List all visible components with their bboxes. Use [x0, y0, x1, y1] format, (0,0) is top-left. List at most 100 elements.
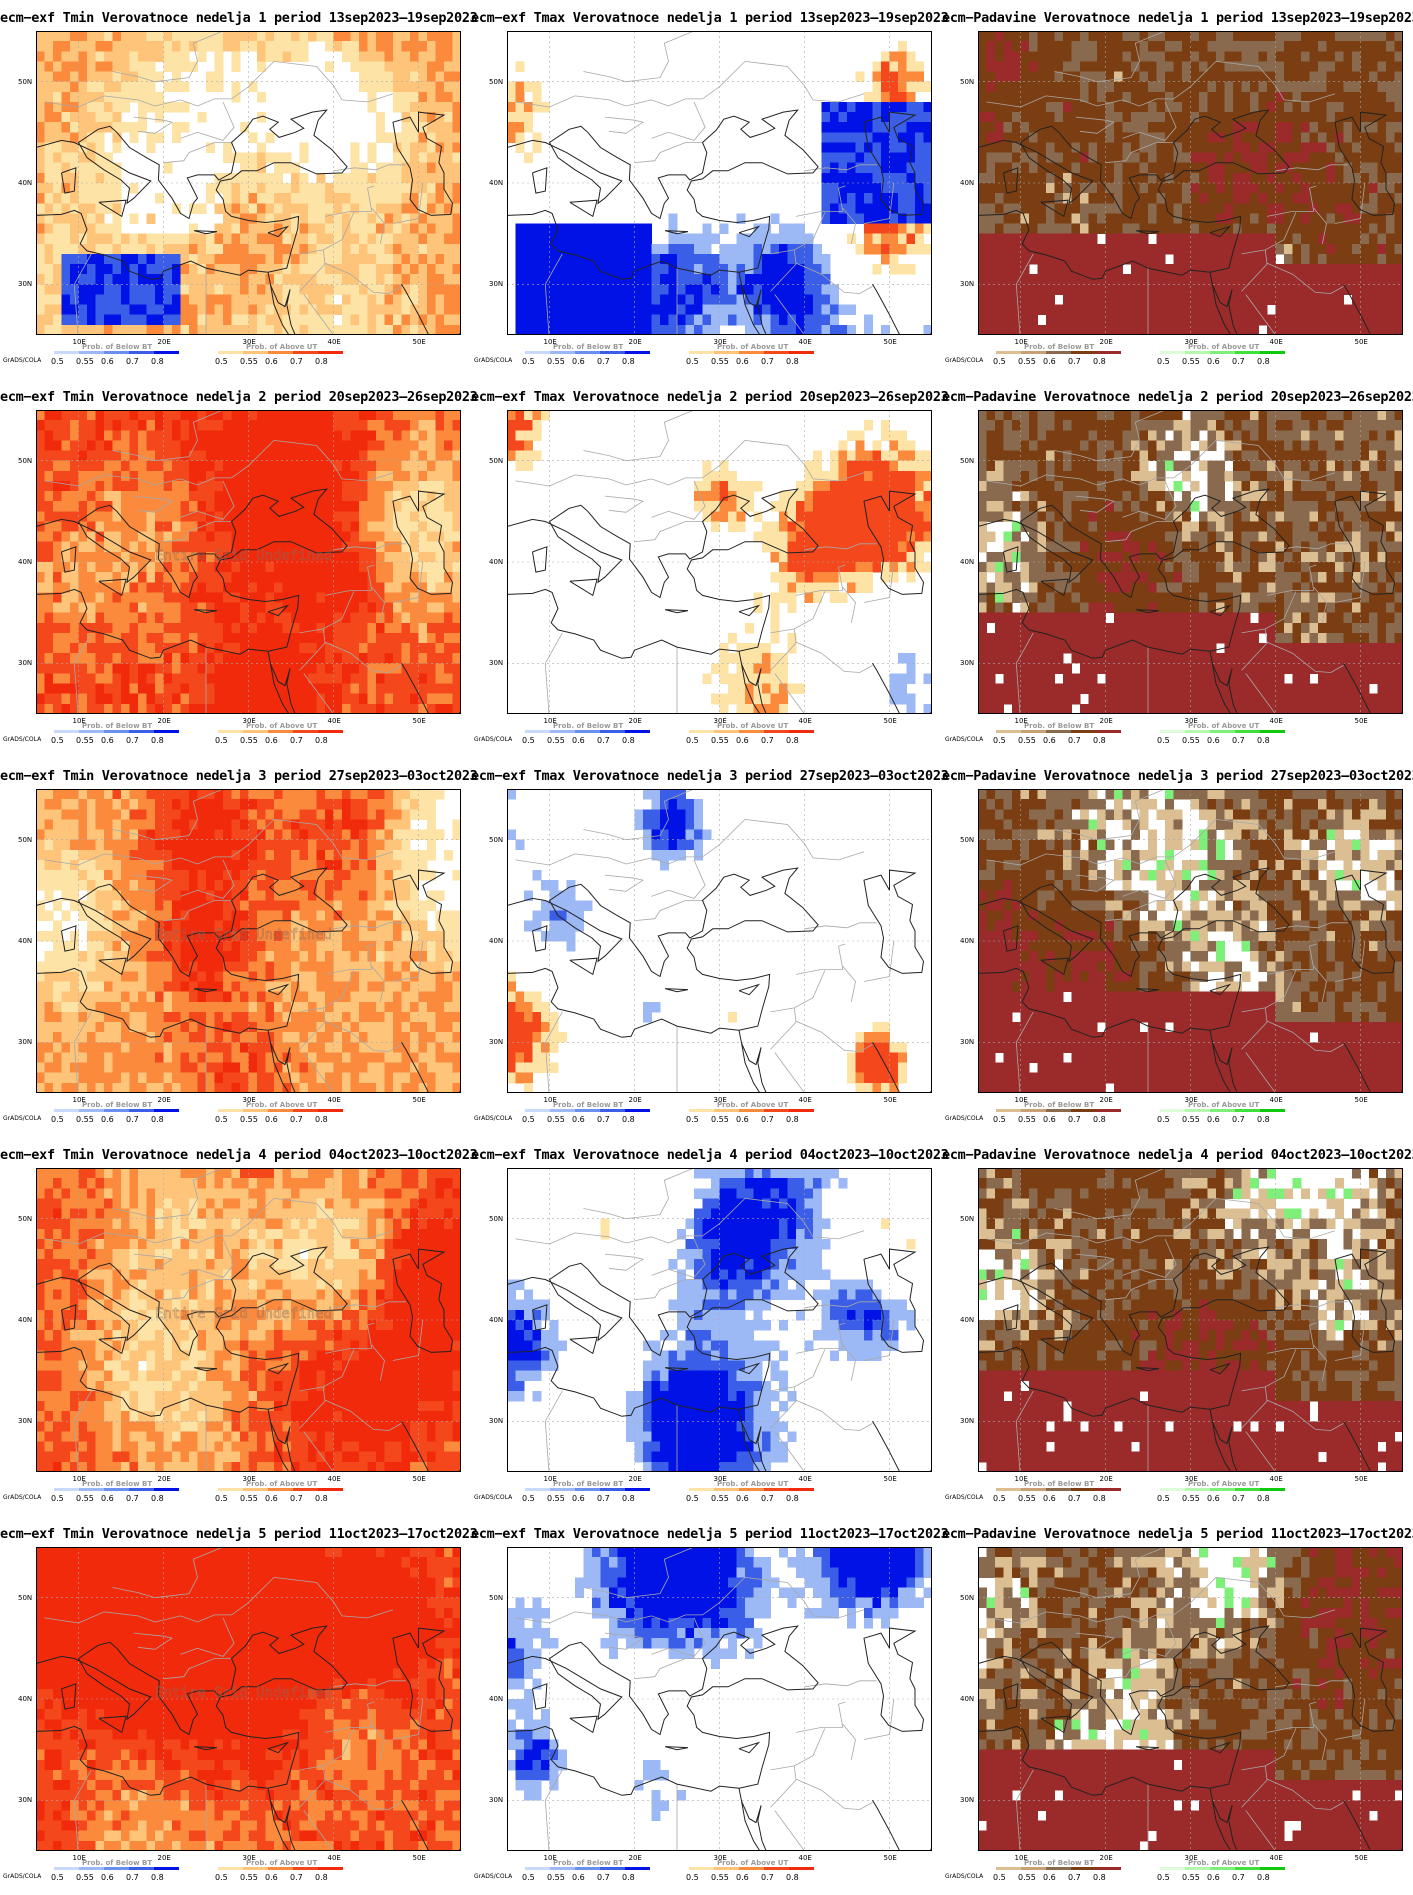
legend-above: Prob. of Above UT 0.5 0.55 0.6 0.7 0.8	[686, 1101, 819, 1124]
legend-tick: 0.8	[315, 736, 328, 745]
lat-label: 50N	[960, 1214, 975, 1223]
legend-swatch	[575, 351, 600, 354]
lon-label: 50E	[883, 1475, 897, 1483]
lat-label: 40N	[18, 179, 33, 187]
legend-below: Prob. of Below BT 0.5 0.55 0.6 0.7 0.8	[522, 1480, 655, 1503]
graticule	[507, 410, 932, 714]
legend-below: Prob. of Below BT 0.5 0.55 0.6 0.7 0.8	[993, 1859, 1126, 1882]
map-panel-tmin-week-5: ecm−exf Tmin Verovatnoce nedelja 5 perio…	[0, 1516, 478, 1895]
legend-title: Prob. of Below BT	[1024, 1480, 1095, 1488]
panel-title: ecm−exf Tmin Verovatnoce nedelja 5 perio…	[0, 1526, 478, 1542]
lat-label: 40N	[18, 1316, 33, 1324]
map-panel-tmin-week-1: ecm−exf Tmin Verovatnoce nedelja 1 perio…	[0, 0, 478, 379]
legend-tick: 0.6	[101, 1115, 114, 1124]
legend-tick: 0.8	[151, 736, 164, 745]
map-panel-prec-week-1: ecm−Padavine Verovatnoce nedelja 1 perio…	[942, 0, 1413, 379]
legend-swatch	[1185, 1109, 1210, 1112]
lat-label: 50N	[18, 835, 33, 844]
legend-swatch	[689, 730, 714, 733]
lon-label: 50E	[1354, 338, 1368, 346]
country-borders	[986, 410, 1366, 714]
grads-credit: GrADS/COLA	[3, 736, 42, 743]
legend-tick: 0.6	[265, 357, 278, 366]
lat-label: 50N	[489, 835, 504, 844]
lat-label: 40N	[18, 937, 33, 945]
legend-tick: 0.7	[597, 736, 610, 745]
legend-below: Prob. of Below BT 0.5 0.55 0.6 0.7 0.8	[993, 1101, 1126, 1124]
legend-tick: 0.8	[151, 1115, 164, 1124]
lon-label: 30E	[1184, 717, 1198, 725]
legend-swatch	[79, 1867, 104, 1870]
lat-label: 30N	[18, 280, 33, 289]
lat-label: 50N	[960, 835, 975, 844]
legend-tick: 0.5	[522, 1873, 535, 1882]
legend-tick: 0.5	[215, 736, 228, 745]
legend-tick: 0.8	[622, 736, 635, 745]
lat-label: 50N	[960, 77, 975, 86]
legend-tick: 0.6	[101, 736, 114, 745]
legend-tick: 0.5	[51, 736, 64, 745]
lon-label: 40E	[327, 338, 341, 346]
legend-swatch	[600, 730, 625, 733]
lon-label: 50E	[883, 717, 897, 725]
legend-tick: 0.6	[572, 736, 585, 745]
legend-tick: 0.5	[993, 1873, 1006, 1882]
legend-tick: 0.8	[1093, 736, 1106, 745]
graticule	[36, 1547, 461, 1851]
legend-below: Prob. of Below BT 0.5 0.55 0.6 0.7 0.8	[51, 722, 184, 745]
legend-swatch	[1071, 351, 1096, 354]
legend-tick: 0.6	[265, 1873, 278, 1882]
legend-tick: 0.5	[522, 1115, 535, 1124]
legend-title: Prob. of Below BT	[82, 1480, 153, 1488]
lat-label: 30N	[489, 1796, 504, 1805]
legend-swatch	[714, 730, 739, 733]
legend-below: Prob. of Below BT 0.5 0.55 0.6 0.7 0.8	[993, 1480, 1126, 1503]
map-area	[507, 31, 932, 335]
lat-label: 50N	[489, 77, 504, 86]
lon-label: 30E	[1184, 1475, 1198, 1483]
legend-tick: 0.7	[1068, 1873, 1081, 1882]
graticule	[978, 1547, 1403, 1851]
lat-label: 50N	[489, 1593, 504, 1602]
legend-tick: 0.55	[240, 1115, 258, 1124]
legend-swatch	[625, 351, 650, 354]
probability-map	[978, 789, 1403, 1093]
legend-tick: 0.5	[993, 1115, 1006, 1124]
legend-swatch	[1096, 351, 1121, 354]
legend-tick: 0.7	[290, 1873, 303, 1882]
legend-tick: 0.6	[1043, 1873, 1056, 1882]
map-area	[507, 789, 932, 1093]
legend-swatch	[1071, 1488, 1096, 1491]
map-area	[36, 31, 461, 335]
legend-tick: 0.7	[1068, 1494, 1081, 1503]
map-area	[978, 789, 1403, 1093]
map-panel-tmax-week-1: ecm−exf Tmax Verovatnoce nedelja 1 perio…	[471, 0, 949, 379]
graticule	[507, 1168, 932, 1472]
lon-label: 40E	[1269, 1475, 1283, 1483]
legend-swatch	[129, 730, 154, 733]
legend-title: Prob. of Above UT	[717, 1859, 789, 1867]
legend-swatch	[1235, 351, 1260, 354]
legend-swatch	[1046, 730, 1071, 733]
legend-swatch	[243, 351, 268, 354]
legend-tick: 0.55	[1018, 1494, 1036, 1503]
lon-label: 50E	[1354, 1475, 1368, 1483]
probability-map	[978, 31, 1403, 335]
legend-swatch	[689, 351, 714, 354]
probability-cells	[36, 31, 461, 335]
legend-title: Prob. of Below BT	[82, 343, 153, 351]
lat-label: 50N	[489, 1214, 504, 1223]
legend-swatch	[243, 1488, 268, 1491]
country-borders	[986, 31, 1366, 335]
legend-tick: 0.55	[76, 736, 94, 745]
legend-title: Prob. of Below BT	[553, 1101, 624, 1109]
legend-tick: 0.5	[686, 1873, 699, 1882]
lon-label: 10E	[543, 717, 557, 725]
legend-swatch	[789, 351, 814, 354]
legend-below: Prob. of Below BT 0.5 0.55 0.6 0.7 0.8	[51, 1101, 184, 1124]
legend-tick: 0.5	[51, 357, 64, 366]
legend-below: Prob. of Below BT 0.5 0.55 0.6 0.7 0.8	[993, 722, 1126, 745]
legend-title: Prob. of Above UT	[246, 722, 318, 730]
legend-swatch	[154, 1488, 179, 1491]
